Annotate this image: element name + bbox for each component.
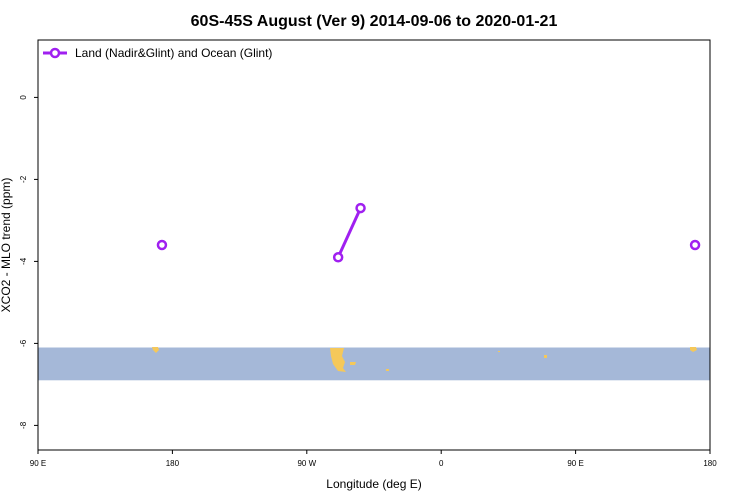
y-axis: 0 -2 -4 -6 -8 <box>19 95 38 429</box>
data-point <box>355 202 366 214</box>
legend: Land (Nadir&Glint) and Ocean (Glint) <box>43 46 272 60</box>
data-point <box>332 252 344 263</box>
land-patch-south-america <box>330 348 346 372</box>
chart-title: 60S-45S August (Ver 9) 2014-09-06 to 202… <box>191 13 558 30</box>
y-tick-label: -4 <box>19 257 28 265</box>
x-tick-label: 90 E <box>567 459 583 468</box>
x-tick-label: 180 <box>703 459 717 468</box>
x-tick-label: 0 <box>439 459 444 468</box>
y-tick-label: -6 <box>19 339 28 347</box>
x-tick-label: 180 <box>166 459 180 468</box>
y-tick-label: -8 <box>19 421 28 429</box>
data-point <box>156 239 168 251</box>
series-line <box>336 207 362 258</box>
land-patch-crozet <box>498 351 500 352</box>
y-axis-label: XCO2 - MLO trend (ppm) <box>0 178 13 313</box>
x-tick-label: 90 W <box>297 459 316 468</box>
x-tick-label: 90 E <box>30 459 46 468</box>
data-point <box>689 239 701 251</box>
land-patch-new-zealand <box>152 347 159 353</box>
land-patch-new-zealand-east <box>690 347 697 352</box>
plot-frame <box>37 39 711 451</box>
legend-marker <box>49 47 61 59</box>
y-tick-label: -2 <box>19 175 28 183</box>
x-axis-label: Longitude (deg E) <box>326 477 421 491</box>
series-layer <box>156 202 701 263</box>
legend-label: Land (Nadir&Glint) and Ocean (Glint) <box>75 46 272 60</box>
land-patch-south-georgia <box>386 369 389 371</box>
x-axis: 90 E 180 90 W 0 90 E 180 <box>30 450 717 468</box>
land-patch-south-america-islands <box>350 362 356 365</box>
y-tick-label: 0 <box>19 95 28 100</box>
ocean-band <box>38 347 710 381</box>
land-patch-kerguelen <box>544 355 547 358</box>
latitude-band-map <box>38 347 710 381</box>
